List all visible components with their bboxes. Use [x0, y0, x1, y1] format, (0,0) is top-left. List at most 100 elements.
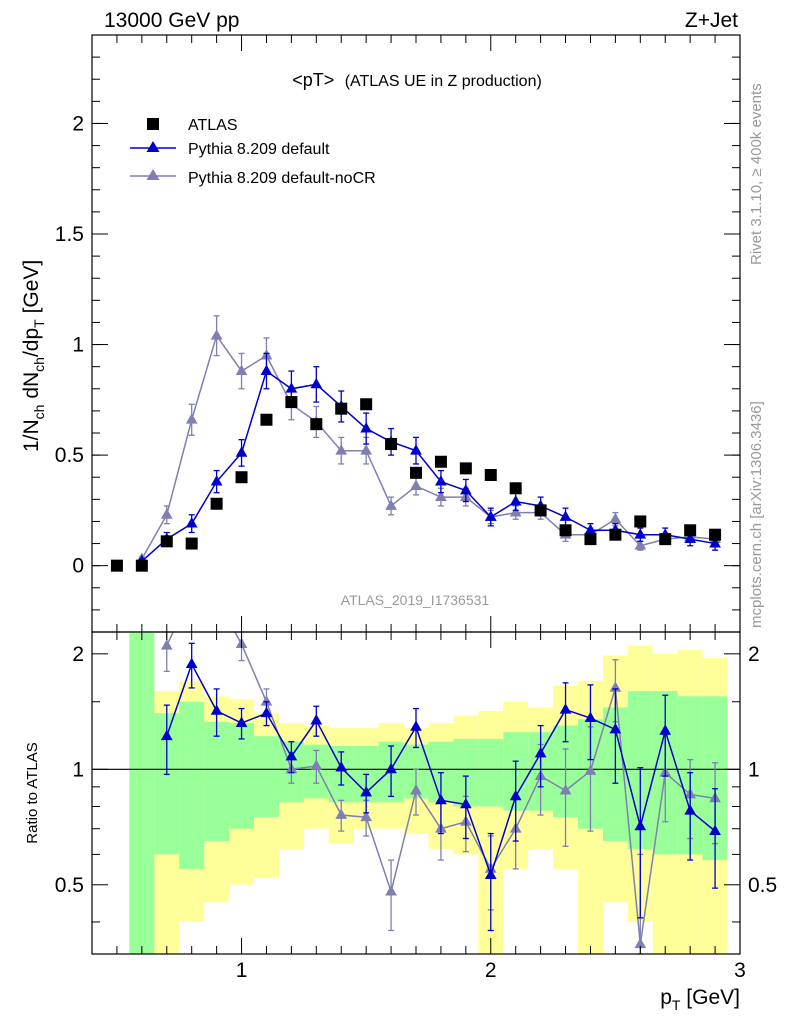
noCR-point: [360, 444, 373, 455]
default-ratio-point: [459, 797, 472, 809]
green-band: [179, 701, 205, 869]
noCR-point: [609, 512, 622, 524]
legend-label-default: Pythia 8.209 default: [188, 141, 330, 158]
noCR-ratio-point: [584, 764, 597, 775]
atlas-point: [160, 535, 173, 548]
default-ratio-point: [260, 706, 273, 718]
x-tick-label: 3: [734, 959, 746, 982]
noCR-ratio-point: [260, 695, 273, 706]
ylabel-part: 1/N: [20, 419, 43, 452]
legend-marker-atlas: [147, 118, 159, 130]
default-ratio-point: [385, 762, 397, 774]
header-left: 13000 GeV pp: [104, 9, 239, 32]
default-point: [709, 537, 721, 548]
default-point: [634, 528, 647, 539]
default-ratio-point: [534, 746, 547, 758]
ratio-plot-area: [92, 631, 740, 955]
atlas-point: [360, 398, 373, 411]
default-ratio-point: [285, 749, 298, 761]
xlabel-sub: T: [672, 997, 681, 1013]
default-point: [584, 523, 597, 535]
ylabel-sub: ch: [31, 357, 47, 372]
ylabel-part: dN: [20, 372, 43, 405]
default-ratio-point: [484, 868, 497, 879]
noCR-ratio-point: [310, 759, 323, 770]
ylabel-sub: T: [31, 319, 47, 328]
default-line: [141, 369, 716, 562]
default-point: [210, 475, 223, 486]
atlas-point: [584, 533, 597, 546]
x-tick-label: 1: [236, 959, 248, 982]
ratio-axes: 0.5 0.5 1 1 2 2 1 2 3: [55, 632, 777, 982]
main-ytick-label: 1: [72, 334, 84, 357]
default-ratio-point: [584, 711, 597, 722]
default-ratio-point: [634, 819, 647, 831]
mcplots-label: mcplots.cern.ch [arXiv:1306.3436]: [748, 401, 765, 628]
atlas-point: [659, 533, 672, 546]
main-ytick-label: 0: [72, 555, 84, 578]
default-ratio-point: [160, 729, 173, 741]
main-title-text: <pT>: [292, 70, 334, 90]
main-plot-area: [110, 315, 722, 572]
atlas-point: [609, 528, 622, 541]
atlas-point: [210, 497, 223, 510]
legend: ATLAS Pythia 8.209 default Pythia 8.209 …: [130, 117, 376, 187]
default-point: [260, 364, 273, 375]
default-point: [509, 495, 522, 506]
atlas-point: [484, 469, 497, 482]
atlas-point: [285, 396, 298, 409]
atlas-point: [235, 471, 248, 484]
main-ytick-label: 2: [72, 112, 84, 135]
atlas-point: [260, 413, 273, 426]
default-point: [435, 475, 447, 486]
ylabel-part: [GeV]: [20, 260, 43, 320]
ratio-ylabel: Ratio to ATLAS: [24, 742, 41, 843]
default-point: [559, 510, 572, 521]
main-panel: 0 0.5 1 1.5 2 <pT> (ATLAS UE in Z production…: [20, 34, 741, 633]
noCR-point: [634, 539, 647, 550]
main-y-axis: 0 0.5 1 1.5 2: [55, 34, 740, 633]
default-ratio-point: [360, 786, 373, 797]
noCR-ratio-point: [160, 639, 173, 650]
noCR-ratio-point: [335, 808, 348, 819]
default-point: [484, 510, 497, 521]
default-ratio-point: [709, 824, 721, 836]
main-title-subtext: (ATLAS UE in Z production): [345, 73, 542, 90]
default-point: [285, 382, 298, 393]
atlas-point: [634, 515, 647, 528]
rivet-label: Rivet 3.1.10, ≥ 400k events: [748, 83, 765, 265]
atlas-point: [385, 438, 398, 451]
default-ratio-point: [659, 724, 672, 735]
default-point: [235, 446, 248, 457]
default-ratio-point: [335, 761, 348, 772]
default-ratio-point: [310, 714, 323, 725]
header-right: Z+Jet: [685, 9, 738, 32]
atlas-point: [559, 524, 572, 537]
xlabel-p: p: [660, 986, 672, 1009]
green-band: [254, 736, 279, 818]
noCR-point: [385, 499, 397, 510]
atlas-point: [534, 504, 547, 517]
green-band: [229, 723, 254, 829]
noCR-point: [410, 479, 422, 490]
atlas-point: [410, 466, 422, 479]
default-ratio-point: [559, 703, 572, 714]
xlabel-unit: [GeV]: [680, 986, 740, 1009]
atlas-point: [709, 528, 722, 541]
legend-label-noCR: Pythia 8.209 default-noCR: [188, 170, 376, 187]
green-band: [204, 721, 230, 842]
default-ratio-point: [210, 704, 223, 715]
green-band: [129, 632, 155, 954]
default-point: [360, 422, 373, 433]
main-ytick-label: 0.5: [55, 444, 84, 467]
ratio-ytick-label-right: 0.5: [748, 874, 777, 897]
default-ratio-point: [410, 720, 422, 731]
noCR-point: [509, 506, 522, 517]
default-point: [459, 483, 472, 495]
ratio-panel: 0.5 0.5 1 1 2 2 1 2 3 Ratio to ATLAS pT [GeV]: [24, 631, 777, 1013]
ylabel-sub: ch: [31, 405, 47, 420]
default-point: [310, 377, 323, 389]
noCR-point: [210, 329, 223, 340]
default-point: [684, 532, 697, 544]
